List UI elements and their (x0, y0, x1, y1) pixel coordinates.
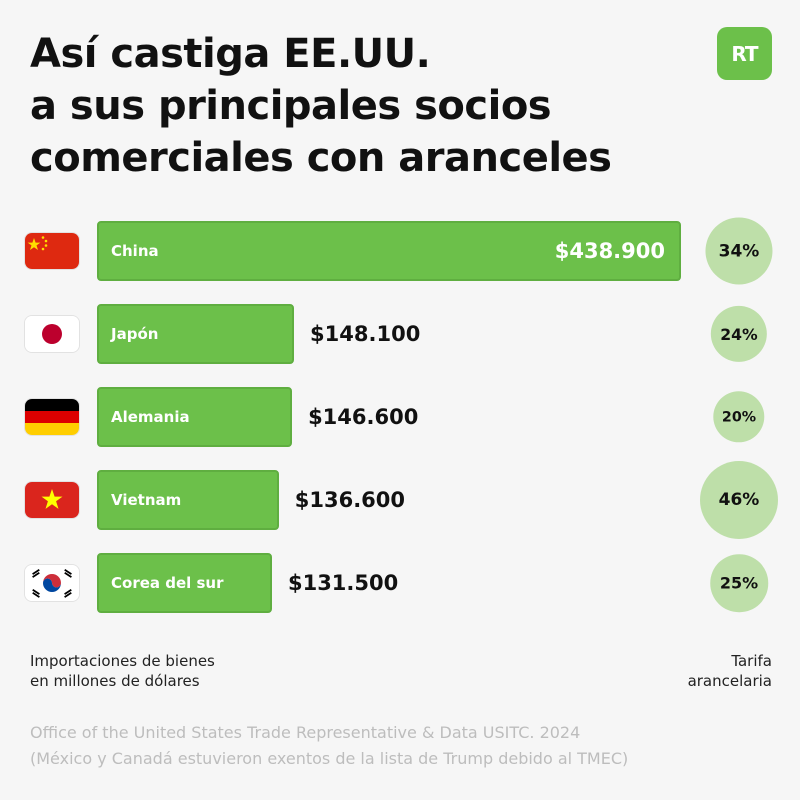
value-label: $146.600 (308, 405, 419, 429)
value-label: $438.900 (554, 239, 665, 263)
category-label: Corea del sur (111, 574, 224, 592)
vietnam-flag-icon (25, 482, 79, 518)
rt-logo: RT (717, 27, 772, 80)
tariff-axis-label-line: Tarifa (731, 652, 772, 670)
category-label: China (111, 242, 159, 260)
tariff-axis-label: Tarifa arancelaria (688, 651, 772, 691)
south-korea-flag-icon (25, 565, 79, 601)
japan-flag-icon (25, 316, 79, 352)
chart-title: Así castiga EE.UU. a sus principales soc… (30, 28, 690, 184)
value-label: $131.500 (287, 571, 399, 595)
tariff-bubble: 34% (705, 217, 773, 285)
germany-flag-icon (25, 399, 79, 435)
source-line: (México y Canadá estuvieron exentos de l… (30, 749, 629, 768)
source-line: Office of the United States Trade Repres… (30, 723, 581, 742)
category-label: Japón (111, 325, 159, 343)
bar-0 (97, 221, 681, 281)
bar-4 (97, 553, 272, 613)
value-label: $136.600 (294, 488, 406, 512)
tariff-bubble: 20% (713, 391, 765, 443)
bar-2 (97, 387, 293, 447)
bar-1 (97, 304, 295, 364)
category-label: Alemania (111, 408, 190, 426)
source-note: Office of the United States Trade Repres… (30, 720, 628, 772)
tariff-bubble: 24% (710, 305, 768, 363)
x-axis-label: Importaciones de bienes en millones de d… (30, 651, 215, 691)
bar-3 (97, 470, 279, 530)
value-label: $148.100 (310, 322, 421, 346)
title-line: comerciales con aranceles (30, 135, 612, 181)
tariff-bubble: 25% (710, 554, 768, 612)
tariff-bubble: 46% (700, 461, 778, 539)
title-line: Así castiga EE.UU. (30, 31, 431, 77)
logo-text: RT (731, 41, 758, 66)
x-axis-label-line: Importaciones de bienes (30, 652, 215, 670)
tariff-axis-label-line: arancelaria (687, 672, 772, 690)
category-label: Vietnam (111, 491, 182, 509)
china-flag-icon (25, 233, 79, 269)
title-line: a sus principales socios (30, 83, 552, 129)
x-axis-label-line: en millones de dólares (30, 672, 200, 690)
